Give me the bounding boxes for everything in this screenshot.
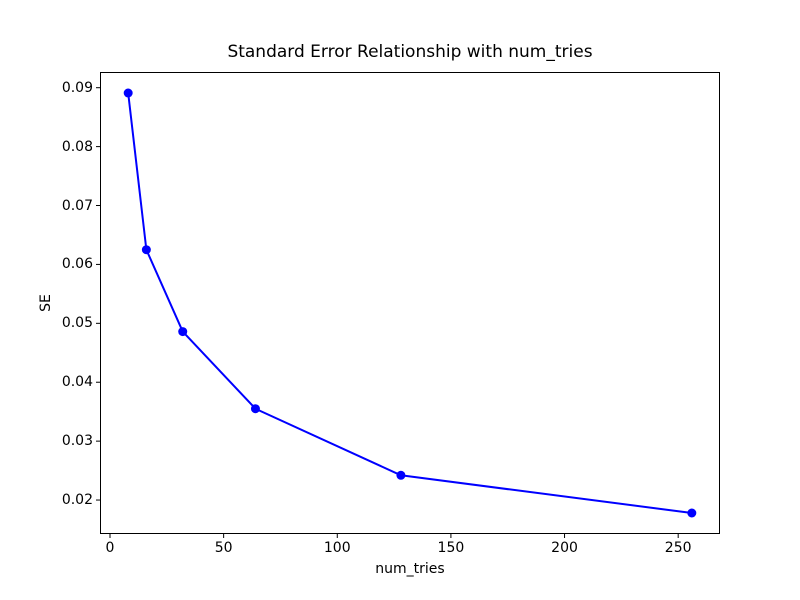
- y-tick-label: 0.06: [61, 256, 93, 273]
- data-line: [127, 92, 693, 514]
- y-tick-label: 0.08: [61, 138, 93, 155]
- y-tick-label: 0.04: [61, 374, 93, 391]
- data-point-marker: [396, 470, 406, 480]
- x-tick-label: 50: [214, 540, 233, 556]
- x-tick-label: 200: [551, 540, 578, 556]
- data-point-marker: [123, 88, 133, 98]
- y-tick-label: 0.09: [61, 79, 93, 96]
- y-tick-label: 0.05: [61, 315, 93, 332]
- data-point-marker: [250, 404, 260, 414]
- y-tick-label: 0.03: [61, 433, 93, 450]
- x-axis-label: num_tries: [375, 561, 445, 577]
- x-tick-label: 100: [323, 540, 351, 556]
- y-tick-label: 0.02: [61, 492, 93, 509]
- y-tick-label: 0.07: [61, 197, 93, 214]
- axes-frame: [100, 72, 720, 534]
- x-tick-label: 150: [437, 540, 465, 556]
- data-point-marker: [178, 327, 188, 337]
- x-tick-label: 250: [664, 540, 692, 556]
- data-point-marker: [687, 508, 697, 518]
- x-tick-label: 0: [105, 540, 115, 556]
- chart-title: Standard Error Relationship with num_tri…: [227, 42, 593, 62]
- data-point-marker: [141, 245, 151, 255]
